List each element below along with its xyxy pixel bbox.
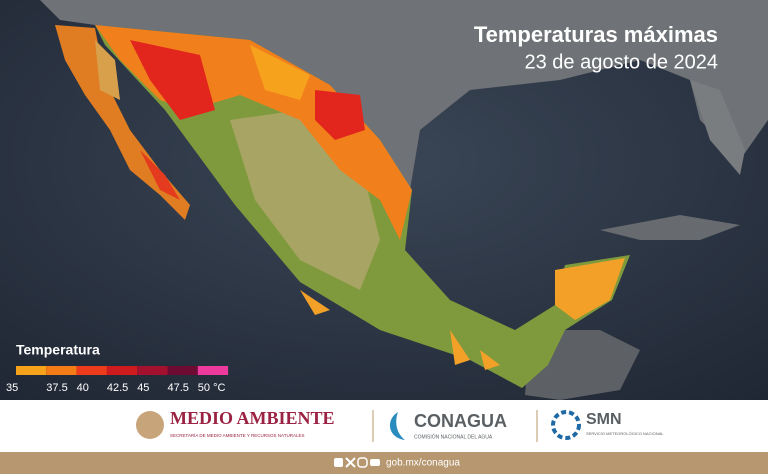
footer-band (0, 400, 768, 452)
legend-swatch (76, 366, 107, 375)
sonora-heat (130, 40, 215, 120)
baja-area (95, 40, 120, 100)
legend: Temperatura 35 37.5 40 42.5 45 47.5 50 °C (6, 342, 229, 394)
legend-label: 35 (6, 382, 18, 394)
logo-semarnat: MEDIO AMBIENTE SECRETARÍA DE MEDIO AMBIE… (136, 408, 335, 439)
legend-swatch (137, 366, 168, 375)
semarnat-sub: SECRETARÍA DE MEDIO AMBIENTE Y RECURSOS … (170, 432, 304, 438)
legend-label: 45 (137, 382, 149, 394)
semarnat-name: MEDIO AMBIENTE (170, 408, 335, 428)
legend-label: 37.5 (46, 382, 67, 394)
chihuahua-warm (250, 45, 310, 100)
northern-land (40, 0, 768, 190)
legend-swatch (167, 366, 198, 375)
footer-url[interactable]: gob.mx/conagua (386, 458, 460, 469)
legend-label: 40 (77, 382, 89, 394)
date: 23 de agosto de 2024 (524, 51, 718, 73)
logo-smn: SMN SERVICIO METEOROLÓGICO NACIONAL (551, 410, 664, 440)
facebook-icon[interactable] (334, 458, 343, 467)
baja-hot-area (140, 150, 180, 200)
legend-title: Temperatura (16, 342, 100, 358)
cuba (600, 215, 740, 240)
semarnat-emblem (136, 411, 164, 439)
conagua-sub: COMISIÓN NACIONAL DEL AGUA (414, 433, 493, 440)
instagram-icon[interactable] (357, 457, 368, 468)
smn-name: SMN (586, 411, 622, 428)
x-icon[interactable] (345, 457, 356, 468)
header: Temperaturas máximas 23 de agosto de 202… (474, 22, 718, 73)
title: Temperaturas máximas (474, 22, 718, 47)
bottom-bar (0, 452, 768, 474)
legend-label: 50 °C (198, 382, 226, 394)
yucatan-warm (555, 258, 625, 320)
youtube-icon[interactable] (370, 459, 380, 466)
legend-swatch (197, 366, 229, 375)
conagua-name: CONAGUA (414, 411, 507, 431)
conagua-emblem (389, 412, 405, 440)
social-icons (334, 457, 380, 468)
legend-swatch (106, 366, 138, 375)
smn-sub: SERVICIO METEOROLÓGICO NACIONAL (586, 431, 664, 436)
coahuila-heat (315, 90, 365, 140)
florida (690, 80, 745, 175)
legend-label: 47.5 (168, 382, 189, 394)
logo-conagua: CONAGUA COMISIÓN NACIONAL DEL AGUA (389, 411, 507, 440)
legend-label: 42.5 (107, 382, 128, 394)
legend-swatch (16, 366, 47, 375)
legend-swatch (46, 366, 77, 375)
smn-emblem (551, 410, 581, 440)
